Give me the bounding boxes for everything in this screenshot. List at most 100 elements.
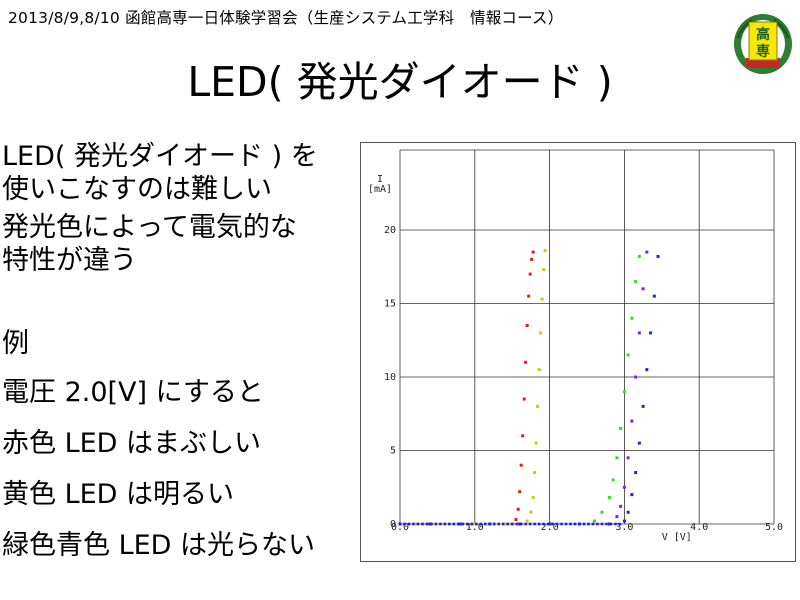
data-point-series-1 [516,507,520,511]
data-point-series-3 [634,279,638,283]
chart-frame [360,142,796,562]
data-point-series-3 [626,353,630,357]
data-point-series-4 [622,485,626,489]
baseline-point-series-5 [573,522,577,526]
data-point-series-5 [652,294,656,298]
data-point-series-5 [645,368,649,372]
baseline-point-series-5 [524,522,527,526]
data-point-series-5 [458,522,462,526]
baseline-point-series-5 [425,522,429,526]
baseline-point-series-5 [537,522,541,526]
baseline-point-series-5 [528,522,532,526]
iv-chart: 0.0 1.0 2.0 3.0 4.0 5.0 0 5 10 15 20 I [mA] V [V] [360,142,796,562]
data-point-series-4 [619,504,623,508]
baseline-point-series-5 [466,522,469,526]
data-point-series-5 [649,331,653,335]
baseline-point-series-5 [416,522,420,526]
y-tick-label: 0 [390,519,396,530]
data-point-series-3 [592,519,596,523]
baseline-point-series-5 [519,522,523,526]
emblem-lettering: 高 [756,26,770,43]
example-line-1: 電圧 2.0[V] にすると [2,377,264,408]
baseline-point-series-5 [502,522,505,526]
data-point-series-2 [539,331,543,335]
data-point-series-4 [645,250,649,254]
data-point-series-4 [634,375,638,379]
data-point-series-4 [641,287,645,291]
baseline-point-series-5 [600,522,604,526]
data-point-series-2 [529,510,533,514]
baseline-point-series-5 [511,522,514,526]
baseline-point-series-5 [609,522,613,526]
example-line-2: 赤色 LED はまぶしい [2,428,262,459]
baseline-point-series-5 [398,522,402,526]
data-point-series-5 [626,510,630,514]
y-tick-label: 5 [390,446,396,457]
data-point-series-2 [534,441,538,445]
emblem-lettering-2: 専 [756,43,770,60]
data-point-series-2 [525,519,529,523]
school-emblem: 高 専 [732,8,794,76]
y-tick-label: 10 [384,372,396,383]
data-point-series-2 [503,522,507,526]
data-point-series-5 [548,522,552,526]
baseline-point-series-5 [582,522,586,526]
data-point-series-2 [536,404,540,408]
baseline-point-series-5 [430,522,433,526]
baseline-point-series-5 [555,522,559,526]
baseline-point-series-5 [614,522,617,526]
data-point-series-3 [630,316,634,320]
x-tick-label: 4.0 [690,522,708,533]
baseline-point-series-5 [605,522,608,526]
data-point-series-3 [600,510,604,514]
data-point-series-5 [428,522,432,526]
data-point-series-5 [622,519,626,523]
data-point-series-5 [518,522,522,526]
y-axis-label: I [377,174,383,185]
baseline-point-series-5 [591,522,595,526]
baseline-point-series-5 [596,522,599,526]
bullet-2-line-1: 発光色によって電気的な [2,212,297,243]
baseline-point-series-5 [457,522,460,526]
data-point-series-3 [619,426,623,430]
baseline-point-series-5 [488,522,491,526]
baseline-point-series-5 [479,522,482,526]
baseline-point-series-5 [407,522,411,526]
baseline-point-series-5 [484,522,487,526]
data-point-series-2 [531,496,535,500]
data-point-series-2 [542,268,546,272]
data-point-series-2 [413,522,417,526]
data-point-series-1 [519,463,523,467]
x-tick-label: 0.0 [391,522,409,533]
data-point-series-3 [615,456,619,460]
baseline-point-series-5 [546,522,550,526]
baseline-point-series-5 [618,522,622,526]
baseline-point-series-5 [439,522,442,526]
data-point-series-1 [518,490,522,494]
header-text: 2013/8/9,8/10 函館高専一日体験学習会（生産システム工学科 情報コー… [8,9,564,27]
baseline-point-series-5 [443,522,447,526]
data-point-series-1 [521,434,525,438]
data-point-series-4 [630,419,634,423]
data-point-series-3 [607,496,611,500]
bullet-2-line-2: 特性が違う [2,245,137,276]
data-point-series-2 [537,368,541,372]
iv-chart-svg: 0.0 1.0 2.0 3.0 4.0 5.0 0 5 10 15 20 I[mA] V [V] [360,142,796,562]
data-point-series-1 [514,518,518,522]
data-point-series-5 [634,471,638,475]
baseline-point-series-5 [475,522,478,526]
data-point-series-1 [527,294,531,298]
x-tick-label: 2.0 [541,522,559,533]
x-tick-label: 1.0 [466,522,484,533]
bullet-1-line-1: LED( 発光ダイオード ) を [2,141,318,172]
data-point-series-5 [637,441,641,445]
slide-title: LED( 発光ダイオード ) [187,58,613,106]
data-point-series-2 [473,522,477,526]
data-point-series-1 [524,360,528,364]
data-point-series-1 [522,397,526,401]
baseline-point-series-5 [533,522,536,526]
data-point-series-1 [531,250,535,254]
baseline-point-series-5 [560,522,563,526]
x-axis-label: V [V] [662,532,692,543]
baseline-point-series-5 [569,522,572,526]
